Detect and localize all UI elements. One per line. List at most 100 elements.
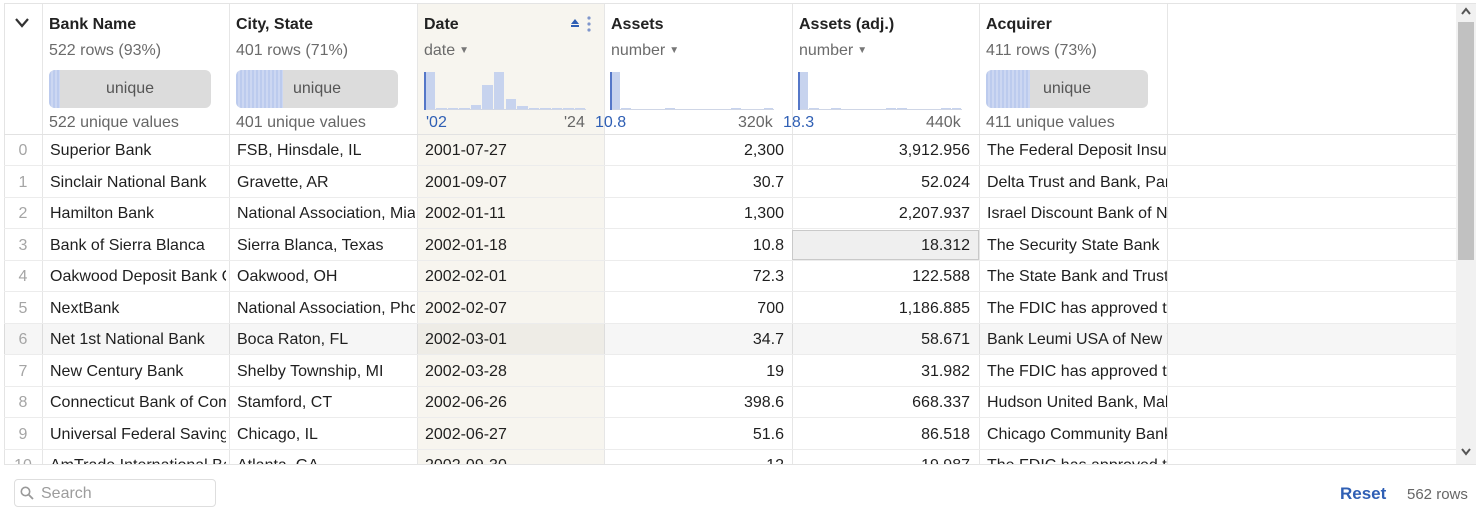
- cell-assets-adj[interactable]: 31.982: [921, 362, 970, 380]
- histogram-bar[interactable]: [424, 72, 436, 110]
- cell-assets[interactable]: 10.8: [752, 236, 784, 254]
- cell-assets-adj[interactable]: 668.337: [912, 394, 970, 411]
- table-row[interactable]: 6 Net 1st National Bank Boca Raton, FL 2002…: [4, 324, 1456, 355]
- search-input[interactable]: [39, 482, 213, 506]
- histogram-bar[interactable]: [621, 107, 632, 110]
- cell-city[interactable]: Gravette, AR: [237, 173, 329, 191]
- histogram-bar[interactable]: [482, 85, 493, 110]
- cell-acquirer[interactable]: The Federal Deposit Insurance Corporatio…: [987, 142, 1167, 159]
- cell-city[interactable]: Chicago, IL: [237, 425, 318, 443]
- cell-assets[interactable]: 398.6: [743, 394, 784, 411]
- histogram-bar[interactable]: [540, 107, 551, 110]
- cell-date[interactable]: 2002-02-01: [425, 268, 507, 285]
- histogram-bar[interactable]: [505, 98, 517, 110]
- cell-acquirer[interactable]: Delta Trust and Bank, Parkdale: [987, 173, 1167, 191]
- cell-acquirer[interactable]: The FDIC has approved the payout: [987, 457, 1167, 464]
- column-title[interactable]: Date: [424, 16, 459, 33]
- histogram-bar[interactable]: [436, 107, 447, 110]
- table-row[interactable]: 10 AmTrade International Bank Atlanta, GA 2…: [4, 450, 1456, 464]
- cell-date[interactable]: 2002-06-26: [425, 394, 507, 411]
- cell-bank[interactable]: NextBank: [50, 299, 120, 317]
- cell-assets-adj[interactable]: 58.671: [921, 331, 970, 348]
- cell-assets[interactable]: 12: [608, 457, 784, 464]
- cell-assets[interactable]: 30.7: [752, 173, 784, 191]
- table-row[interactable]: 1 Sinclair National Bank Gravette, AR 2001-…: [4, 167, 1456, 198]
- cell-date[interactable]: 2002-01-11: [425, 205, 506, 222]
- histogram-bar[interactable]: [563, 107, 574, 110]
- cell-city[interactable]: National Association, Phoenix, AZ: [237, 299, 415, 317]
- unique-values-pill[interactable]: unique: [986, 70, 1148, 108]
- cell-date[interactable]: 2002-06-27: [425, 425, 507, 443]
- cell-city[interactable]: Atlanta, GA: [237, 457, 415, 464]
- sort-ascending-icon[interactable]: [570, 18, 580, 28]
- cell-city[interactable]: National Association, Miami, FL: [237, 205, 415, 222]
- cell-assets-adj[interactable]: 3,912.956: [898, 142, 970, 159]
- cell-assets[interactable]: 51.6: [752, 425, 784, 443]
- cell-city[interactable]: Shelby Township, MI: [237, 362, 384, 380]
- cell-assets-adj[interactable]: 52.024: [921, 173, 970, 191]
- table-row[interactable]: 3 Bank of Sierra Blanca Sierra Blanca, Tex…: [4, 229, 1456, 261]
- cell-assets-adj[interactable]: 86.518: [921, 425, 970, 443]
- date-histogram[interactable]: [424, 70, 586, 110]
- table-row[interactable]: 2 Hamilton Bank National Association, Miam…: [4, 198, 1456, 229]
- cell-bank[interactable]: Net 1st National Bank: [50, 331, 205, 348]
- cell-date[interactable]: 2002-09-30: [425, 457, 601, 464]
- cell-bank[interactable]: Superior Bank: [50, 142, 152, 159]
- scrollbar-thumb[interactable]: [1458, 22, 1474, 260]
- table-row[interactable]: 0 Superior Bank FSB, Hinsdale, IL 2001-07-2…: [4, 135, 1456, 166]
- cell-date[interactable]: 2001-07-27: [425, 142, 507, 159]
- table-row[interactable]: 8 Connecticut Bank of Commerce Stamford, C…: [4, 387, 1456, 418]
- cell-city[interactable]: FSB, Hinsdale, IL: [237, 142, 362, 159]
- cell-date[interactable]: 2002-03-28: [425, 362, 507, 380]
- cell-bank[interactable]: Connecticut Bank of Commerce: [50, 394, 226, 411]
- reset-button[interactable]: Reset: [1340, 484, 1387, 503]
- cell-assets[interactable]: 1,300: [743, 205, 784, 222]
- assets-adj-histogram[interactable]: [798, 70, 962, 110]
- histogram-bar[interactable]: [610, 72, 621, 110]
- cell-bank[interactable]: Hamilton Bank: [50, 205, 155, 222]
- cell-acquirer[interactable]: Israel Discount Bank of New York: [987, 205, 1167, 222]
- histogram-bar[interactable]: [809, 107, 820, 110]
- cell-bank[interactable]: Bank of Sierra Blanca: [50, 236, 205, 254]
- cell-assets-adj[interactable]: 18.312: [921, 236, 970, 254]
- cell-bank[interactable]: AmTrade International Bank: [50, 457, 226, 464]
- histogram-bar[interactable]: [447, 107, 459, 110]
- cell-assets-adj[interactable]: 1,186.885: [898, 299, 970, 317]
- cell-assets[interactable]: 72.3: [752, 268, 784, 285]
- cell-acquirer[interactable]: The State Bank and Trust Company: [987, 268, 1167, 285]
- cell-date[interactable]: 2002-03-01: [425, 331, 507, 348]
- cell-acquirer[interactable]: Chicago Community Bank: [987, 425, 1167, 443]
- table-row[interactable]: 9 Universal Federal Savings Bank Chicago, …: [4, 419, 1456, 450]
- more-options-icon[interactable]: [586, 16, 592, 32]
- histogram-bar[interactable]: [493, 72, 505, 110]
- histogram-bar[interactable]: [551, 107, 563, 110]
- column-type-selector[interactable]: date ▼: [424, 42, 469, 60]
- cell-bank[interactable]: Universal Federal Savings Bank: [50, 425, 226, 443]
- table-row[interactable]: 5 NextBank National Association, Phoenix, …: [4, 293, 1456, 324]
- column-title[interactable]: Assets (adj.): [799, 16, 895, 33]
- histogram-bar[interactable]: [528, 107, 540, 110]
- unique-values-pill[interactable]: unique: [236, 70, 398, 108]
- cell-date[interactable]: 2001-09-07: [425, 173, 507, 191]
- cell-city[interactable]: Stamford, CT: [237, 394, 333, 411]
- cell-assets[interactable]: 700: [757, 299, 784, 317]
- cell-assets[interactable]: 2,300: [743, 142, 784, 159]
- cell-acquirer[interactable]: Hudson United Bank, Mahwah: [987, 394, 1167, 411]
- column-title[interactable]: City, State: [236, 16, 314, 33]
- histogram-bar[interactable]: [517, 106, 528, 110]
- cell-acquirer[interactable]: The FDIC has approved the payout: [987, 362, 1167, 380]
- column-title[interactable]: Bank Name: [49, 16, 137, 33]
- column-title[interactable]: Assets: [611, 16, 664, 33]
- cell-date[interactable]: 2002-01-18: [425, 236, 507, 254]
- cell-assets[interactable]: 19: [766, 362, 784, 380]
- cell-city[interactable]: Sierra Blanca, Texas: [237, 236, 384, 254]
- assets-histogram[interactable]: [610, 70, 774, 110]
- cell-acquirer[interactable]: The FDIC has approved the payout: [987, 299, 1167, 317]
- selected-cell[interactable]: [792, 229, 979, 260]
- unique-values-pill[interactable]: unique: [49, 70, 211, 108]
- cell-assets[interactable]: 34.7: [752, 331, 784, 348]
- cell-acquirer[interactable]: Bank Leumi USA of New York: [987, 331, 1167, 348]
- cell-acquirer[interactable]: The Security State Bank: [987, 236, 1160, 254]
- column-type-selector[interactable]: number ▼: [799, 42, 867, 60]
- histogram-bar[interactable]: [798, 72, 809, 110]
